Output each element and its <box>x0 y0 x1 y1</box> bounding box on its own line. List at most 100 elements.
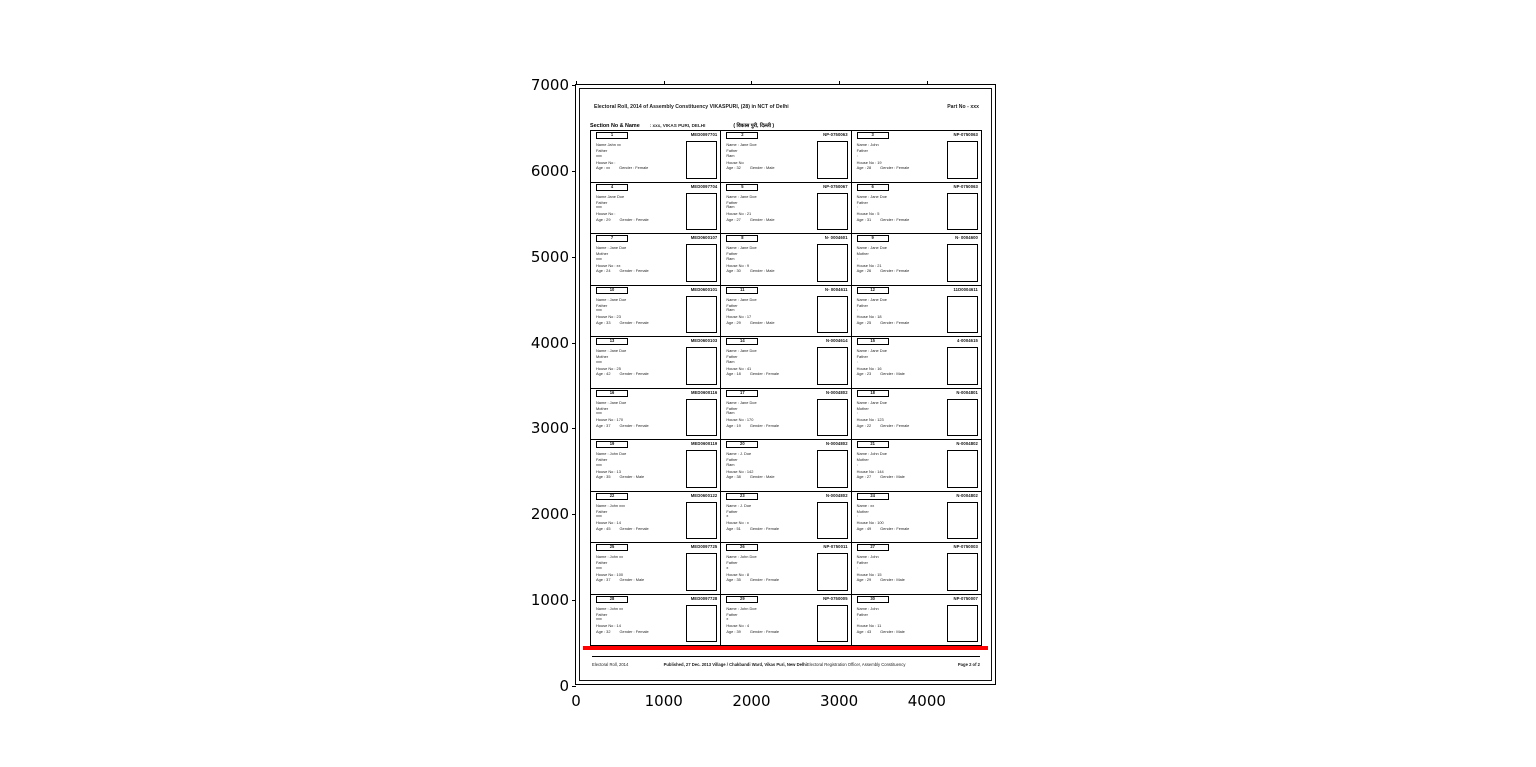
y-tick-mark <box>572 514 576 516</box>
document-header: Electoral Roll, 2014 of Assembly Constit… <box>594 100 979 113</box>
voter-relation-value: : <box>856 204 858 210</box>
section-hindi-text: ( विकास पुरी, दिल्ली ) <box>733 122 775 129</box>
voter-serial-box: 13 <box>596 338 628 345</box>
voter-house-no: House No : 15 <box>856 571 882 577</box>
voter-gender: Gender : Male <box>749 319 775 325</box>
y-tick-mark <box>572 600 576 602</box>
voter-fields: Name : Jane Doe Father Ram House No : 9 Age … <box>726 245 813 283</box>
voter-relation-value: Ram <box>726 255 735 261</box>
y-tick-label: 1000 <box>530 591 569 610</box>
voter-id-number: N-0004802 <box>826 441 848 447</box>
voter-age: Age : 28 <box>856 165 872 171</box>
voter-fields: Name : Jane Doe Father xxx House No : 23 Age… <box>596 297 683 335</box>
voter-relation-value: xxx <box>596 410 602 416</box>
voter-cell-top: 13 MED0600103 <box>591 337 720 346</box>
voter-photo-box <box>816 347 848 385</box>
voter-record-cell: 26 NP-0750011 Name : John Doe Father x House … <box>721 543 852 595</box>
voter-relation-label: Father <box>596 457 608 463</box>
voter-fields: Name : John xx Father xxx House No : 14 Age … <box>596 606 683 644</box>
voter-serial-box: 5 <box>726 183 759 191</box>
part-number: Part No - xxx <box>947 103 979 110</box>
voter-fields: Name : Jane Doe Father: House No : 18 Age :… <box>857 297 944 335</box>
voter-house-no: House No : 11 <box>856 623 882 629</box>
voter-record-cell: 2 NP-0750063 Name : Jane Doe Father Ram House… <box>721 131 852 183</box>
voter-name: Name : Jane Doe <box>726 399 757 405</box>
voter-record-cell: 1 MED0097701 Name Jahn xx Father xxx House No… <box>591 131 722 183</box>
voter-house-no: House No : 19 <box>856 159 882 165</box>
voter-gender: Gender : Female <box>749 525 780 531</box>
voter-name: Name : Jane Doe <box>726 348 757 353</box>
voter-relation-label: Father <box>856 148 868 154</box>
voter-record-cell: 25 MED0097725 Name : John xx Father xxx House… <box>591 543 722 595</box>
voter-relation-value: x <box>726 513 729 519</box>
voter-serial-box: 25 <box>596 544 628 551</box>
voter-house-no: House No : xx <box>596 262 621 268</box>
voter-age: Age : 27 <box>726 216 741 222</box>
voter-name: Name : John Doe <box>596 451 627 456</box>
voter-gender: Gender : Female <box>749 628 780 634</box>
voter-photo-box <box>816 398 848 436</box>
voter-relation-label: Father <box>726 251 738 257</box>
voter-serial-box: 26 <box>726 544 759 551</box>
voter-cell-top: 30 NP-0750007 <box>852 595 981 604</box>
voter-relation-value: Ram <box>726 204 735 210</box>
voter-gender: Gender : Male <box>749 216 775 222</box>
voter-relation-value: : <box>856 255 858 261</box>
voter-records-grid: 1 MED0097701 Name Jahn xx Father xxx House No… <box>590 130 982 646</box>
voter-house-no: House No : 14 <box>596 520 621 526</box>
voter-photo-box <box>686 553 718 591</box>
voter-relation-label: Father <box>726 148 738 154</box>
voter-age: Age : 37 <box>596 422 611 428</box>
voter-fields: Name : Jane Doe Mother xxx House No : 170 Ag… <box>596 400 683 438</box>
voter-name: Name : Jane Doe <box>726 142 757 147</box>
voter-relation-value: Ram <box>726 410 735 416</box>
voter-relation-label: Father <box>596 560 608 566</box>
voter-id-number: N-0004801 <box>956 389 978 395</box>
x-tick-mark <box>576 81 577 85</box>
voter-record-cell: 16 MED0600116 Name : Jane Doe Mother xxx Hous… <box>591 388 722 440</box>
voter-id-number: N- 0004611 <box>825 286 848 292</box>
voter-serial-box: 29 <box>726 595 759 603</box>
voter-id-number: MED0600103 <box>690 338 718 344</box>
voter-age: Age : 26 <box>856 268 872 274</box>
voter-photo-box <box>816 141 848 179</box>
voter-relation-value: Ram <box>726 307 735 313</box>
voter-photo-box <box>816 295 848 333</box>
voter-age: Age : 24 <box>596 268 611 274</box>
voter-age: Age : 22 <box>856 422 872 428</box>
voter-relation-value: xxx <box>596 255 602 261</box>
voter-id-number: MED0097701 <box>690 132 718 138</box>
voter-serial-box: 12 <box>856 286 889 294</box>
voter-age: Age : 33 <box>596 319 611 325</box>
voter-gender: Gender : Female <box>880 319 910 325</box>
x-tick-mark <box>926 81 928 85</box>
voter-cell-top: 12 11D0004611 <box>852 286 981 295</box>
voter-id-number: MED0097725 <box>690 544 718 550</box>
y-tick-mark <box>572 256 576 258</box>
voter-name: Name : Jane Doe <box>726 245 757 250</box>
voter-age: Age : 42 <box>596 371 611 377</box>
voter-serial-box: 10 <box>596 286 628 294</box>
voter-id-number: NP-0750067 <box>823 183 848 189</box>
voter-gender: Gender : Male <box>749 474 775 480</box>
voter-gender: Gender : Female <box>619 268 649 274</box>
voter-cell-top: 28 MED0097728 <box>591 595 720 604</box>
voter-serial-box: 27 <box>856 544 889 551</box>
voter-id-number: 11D0004611 <box>953 286 978 292</box>
voter-name: Name : Jane Doe <box>596 245 627 250</box>
voter-age: Age : 31 <box>856 216 872 222</box>
voter-relation-value: : <box>856 152 858 158</box>
voter-relation-label: Father <box>596 199 608 205</box>
voter-record-cell: 3 NP-0750063 Name : John Father: House No : … <box>851 131 982 183</box>
voter-cell-top: 9 N- 0004600 <box>852 234 981 243</box>
voter-name: Name : John xx <box>596 554 624 559</box>
voter-house-no: House No : 144 <box>856 468 884 474</box>
voter-relation-label: Father <box>726 457 738 463</box>
voter-id-number: MED0600119 <box>690 441 718 447</box>
y-tick-mark <box>572 170 576 172</box>
voter-record-cell: 17 N-0004802 Name : Jane Doe Father Ram House… <box>721 388 852 440</box>
voter-serial-box: 28 <box>596 595 628 603</box>
voter-cell-top: 8 N- 0004601 <box>721 234 850 243</box>
voter-gender: Gender : Male <box>619 474 645 480</box>
voter-gender: Gender : Female <box>749 422 780 428</box>
